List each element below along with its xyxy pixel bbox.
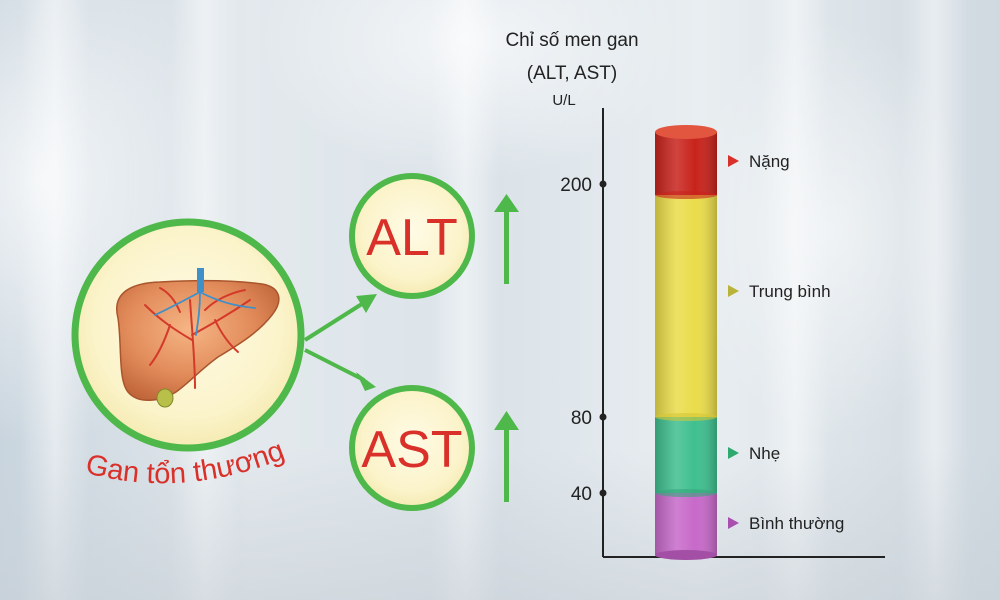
level-legend: Nặng Trung bình Nhẹ Bình thường: [728, 152, 844, 533]
alt-circle: ALT: [349, 173, 475, 299]
up-arrow-icon: [494, 411, 519, 502]
liver-icon: [116, 268, 280, 408]
unit-label: U/L: [552, 92, 575, 109]
level-label-severe: Nặng: [749, 152, 790, 171]
connector-arrows: [303, 294, 377, 391]
triangle-marker-icon: [728, 285, 739, 297]
tick-label: 80: [571, 408, 592, 429]
level-label-moderate: Trung bình: [749, 282, 831, 301]
chart-title-line1: Chỉ số men gan: [505, 30, 638, 51]
up-arrow-icon: [494, 194, 519, 284]
tick-label: 40: [571, 484, 592, 505]
tick-label: 200: [560, 175, 592, 196]
triangle-marker-icon: [728, 447, 739, 459]
ast-label: AST: [361, 421, 462, 479]
triangle-marker-icon: [728, 155, 739, 167]
chart-title-line2: (ALT, AST): [527, 63, 617, 84]
chart-axes: [602, 108, 885, 558]
enzyme-level-cylinder: [655, 125, 717, 560]
ast-circle: AST: [349, 385, 475, 511]
y-ticks: 200 80 40: [560, 175, 607, 505]
alt-label: ALT: [366, 209, 458, 267]
triangle-marker-icon: [728, 517, 739, 529]
level-label-normal: Bình thường: [749, 514, 844, 533]
level-label-mild: Nhẹ: [749, 444, 780, 463]
